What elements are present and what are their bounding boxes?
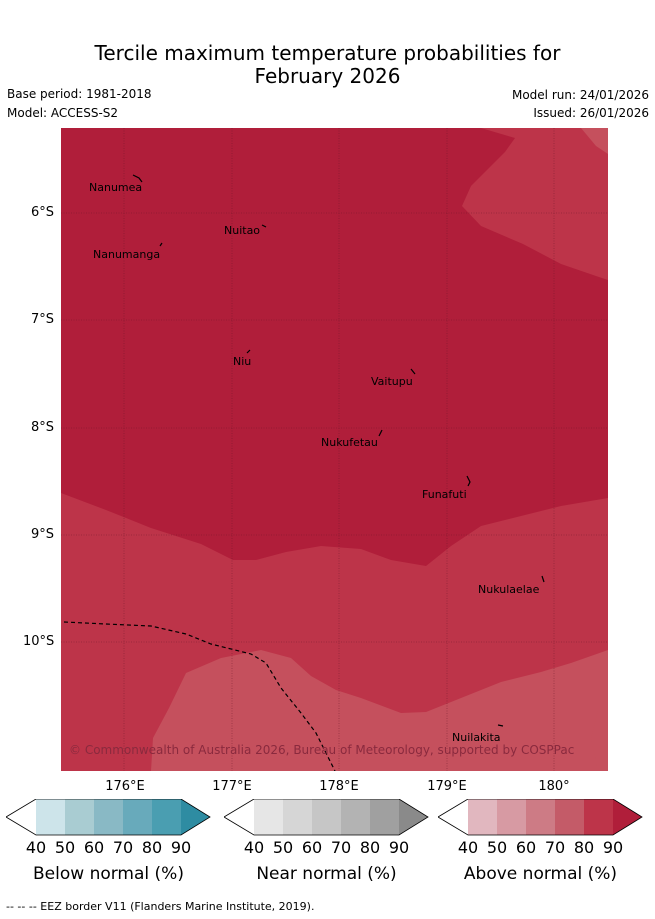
eez-footnote: -- -- -- EEZ border V11 (Flanders Marine… bbox=[6, 900, 315, 913]
above-swatch-80-90 bbox=[584, 799, 613, 835]
copyright-credit: © Commonwealth of Australia 2026, Bureau… bbox=[69, 743, 575, 757]
lat-label: 6°S bbox=[31, 205, 55, 220]
place-label: Vaitupu bbox=[371, 375, 413, 388]
above-swatch-50-60 bbox=[497, 799, 526, 835]
below-tick: 40 bbox=[25, 838, 47, 857]
above-tick: 90 bbox=[602, 838, 624, 857]
lat-label: 7°S bbox=[31, 312, 55, 327]
lat-label: 10°S bbox=[23, 634, 55, 649]
above-swatch-over-90 bbox=[613, 799, 642, 835]
below-swatch-50-60 bbox=[65, 799, 94, 835]
above-tick: 70 bbox=[544, 838, 566, 857]
graticule bbox=[61, 128, 608, 771]
above-80-region-northeast bbox=[462, 128, 608, 280]
place-label: Nanumea bbox=[89, 181, 143, 194]
near-colorbar-outline bbox=[224, 799, 429, 836]
below-tick: 50 bbox=[54, 838, 76, 857]
below-normal-label: Below normal (%) bbox=[33, 864, 184, 884]
above-70-region-south bbox=[151, 650, 608, 771]
near-normal-colorbar bbox=[224, 799, 429, 836]
near-tick: 60 bbox=[301, 838, 323, 857]
place-label: Niu bbox=[233, 355, 252, 368]
place-label: Nuitao bbox=[224, 224, 261, 237]
near-tick: 50 bbox=[272, 838, 294, 857]
map-canvas bbox=[61, 128, 608, 771]
place-label: Nuilakita bbox=[452, 731, 501, 744]
below-swatch-under-40 bbox=[6, 799, 36, 835]
above-70-region-corner bbox=[581, 128, 608, 154]
above-normal-colorbar bbox=[438, 799, 643, 836]
near-swatch-80-90 bbox=[370, 799, 399, 835]
lon-label: 178°E bbox=[319, 779, 359, 794]
model-run: Model run: 24/01/2026 bbox=[511, 88, 649, 102]
near-tick: 40 bbox=[243, 838, 265, 857]
below-swatch-60-70 bbox=[94, 799, 123, 835]
above-swatch-under-40 bbox=[438, 799, 468, 835]
below-tick: 80 bbox=[141, 838, 163, 857]
below-swatch-70-80 bbox=[123, 799, 152, 835]
near-normal-label: Near normal (%) bbox=[256, 864, 397, 884]
map-title-line1: Tercile maximum temperature probabilitie… bbox=[94, 41, 561, 65]
near-tick: 90 bbox=[388, 838, 410, 857]
lat-label: 9°S bbox=[31, 527, 55, 542]
above-swatch-70-80 bbox=[555, 799, 584, 835]
place-label: Funafuti bbox=[422, 488, 467, 501]
lon-label: 179°E bbox=[427, 779, 467, 794]
place-label: Nukulaelae bbox=[478, 583, 540, 596]
lon-label: 180° bbox=[538, 779, 570, 794]
model-name: Model: ACCESS-S2 bbox=[7, 106, 119, 120]
near-swatch-over-90 bbox=[399, 799, 428, 835]
above-normal-label: Above normal (%) bbox=[463, 864, 618, 884]
near-tick: 80 bbox=[359, 838, 381, 857]
below-tick: 70 bbox=[112, 838, 134, 857]
near-tick: 70 bbox=[330, 838, 352, 857]
above-tick: 80 bbox=[573, 838, 595, 857]
base-period: Base period: 1981-2018 bbox=[7, 87, 152, 101]
above-swatch-60-70 bbox=[526, 799, 555, 835]
below-swatch-40-50 bbox=[36, 799, 65, 835]
near-swatch-70-80 bbox=[341, 799, 370, 835]
lon-label: 177°E bbox=[212, 779, 252, 794]
eez-border bbox=[63, 621, 336, 771]
near-swatch-60-70 bbox=[312, 799, 341, 835]
below-swatch-80-90 bbox=[152, 799, 181, 835]
below-colorbar-outline bbox=[6, 799, 211, 836]
below-tick: 60 bbox=[83, 838, 105, 857]
issued-date: Issued: 26/01/2026 bbox=[533, 106, 649, 120]
lat-label: 8°S bbox=[31, 420, 55, 435]
lon-label: 176°E bbox=[105, 779, 145, 794]
place-label: Nanumanga bbox=[93, 248, 161, 261]
island-shapes bbox=[132, 174, 545, 727]
above-tick: 60 bbox=[515, 838, 537, 857]
near-swatch-40-50 bbox=[254, 799, 283, 835]
above-swatch-40-50 bbox=[468, 799, 497, 835]
above-tick: 40 bbox=[457, 838, 479, 857]
above-colorbar-outline bbox=[438, 799, 643, 836]
above-70-region-southeast bbox=[591, 710, 608, 771]
below-normal-colorbar bbox=[6, 799, 211, 836]
near-swatch-under-40 bbox=[224, 799, 254, 835]
place-label: Nukufetau bbox=[321, 436, 378, 449]
probability-map bbox=[61, 128, 608, 771]
map-title-line2: February 2026 bbox=[254, 64, 401, 88]
above-tick: 50 bbox=[486, 838, 508, 857]
near-swatch-50-60 bbox=[283, 799, 312, 835]
below-swatch-over-90 bbox=[181, 799, 210, 835]
below-tick: 90 bbox=[170, 838, 192, 857]
